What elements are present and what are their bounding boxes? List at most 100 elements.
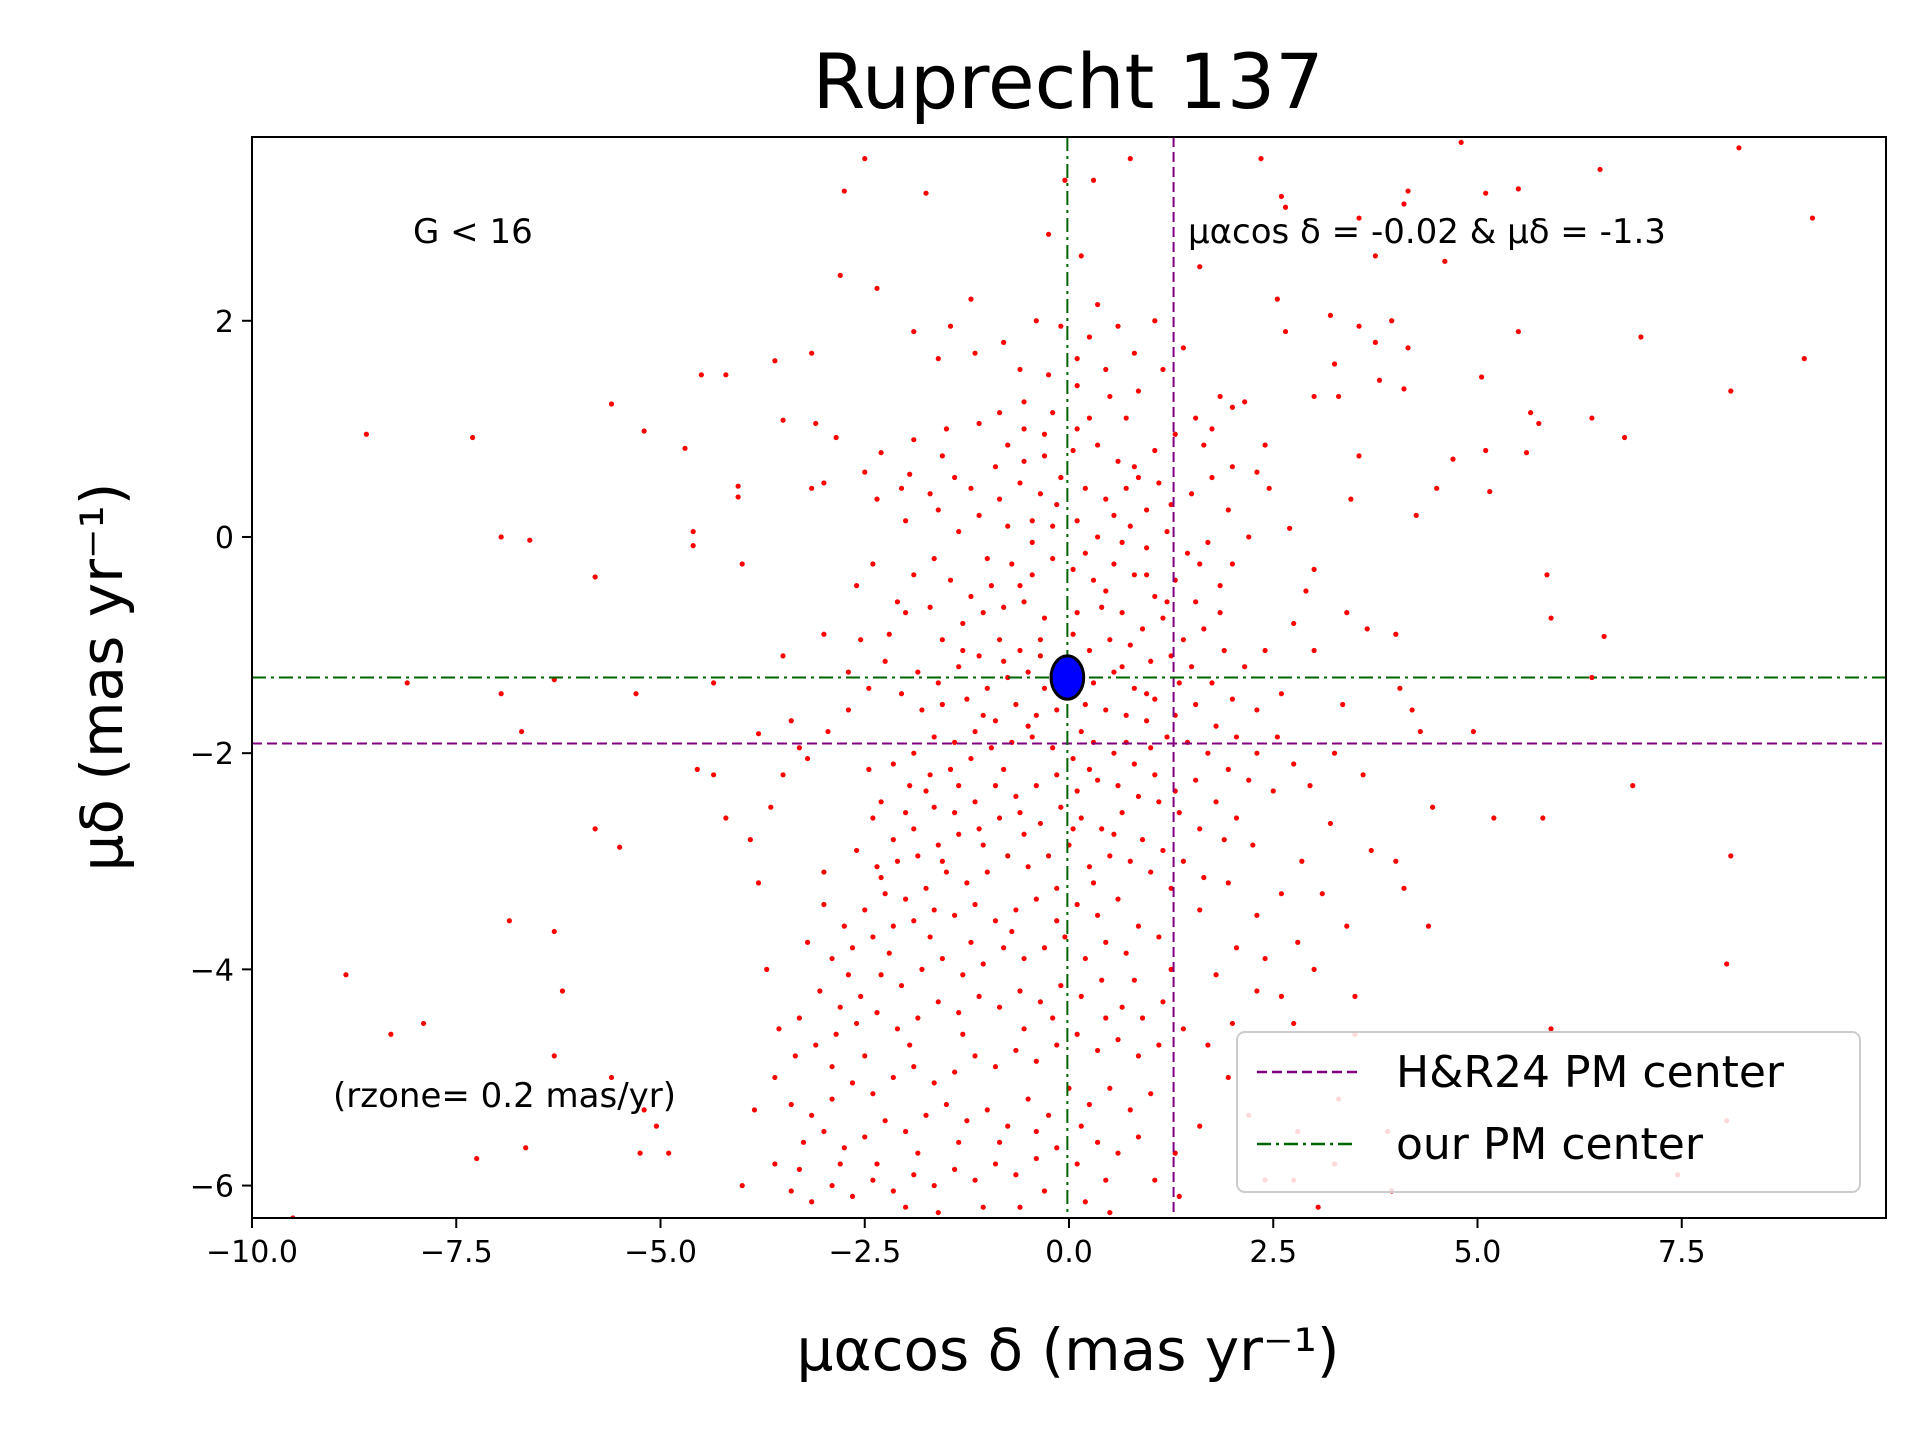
legend: H&R24 PM center our PM center <box>1236 1031 1861 1193</box>
data-point <box>498 691 504 697</box>
data-point <box>837 1004 843 1010</box>
data-point <box>1233 815 1240 821</box>
data-point <box>841 923 847 929</box>
data-point <box>943 426 950 432</box>
x-tick-label: 0.0 <box>1045 1235 1093 1270</box>
data-point <box>1082 1199 1088 1205</box>
data-point <box>1017 810 1023 816</box>
data-point <box>1135 923 1142 929</box>
data-point <box>862 1053 868 1059</box>
data-point <box>1099 604 1105 610</box>
data-point <box>1148 1091 1154 1097</box>
data-point <box>923 788 929 794</box>
data-point <box>1144 572 1150 578</box>
data-point <box>825 728 831 735</box>
data-point <box>1176 1193 1182 1199</box>
data-point <box>1221 837 1227 843</box>
data-point <box>870 561 876 567</box>
data-point <box>1099 977 1105 983</box>
data-point <box>1160 999 1166 1005</box>
data-point <box>992 783 999 789</box>
data-point <box>870 934 876 940</box>
data-point <box>976 653 982 659</box>
data-point <box>1025 723 1031 729</box>
data-point <box>952 1069 958 1075</box>
data-point <box>829 955 835 962</box>
x-tick-label: −5.0 <box>624 1235 697 1270</box>
data-point <box>919 966 925 972</box>
data-point <box>1213 723 1219 729</box>
data-point <box>853 583 860 589</box>
data-point <box>1074 901 1080 908</box>
data-point <box>1070 755 1076 762</box>
data-point <box>1233 945 1240 951</box>
data-point <box>907 471 913 477</box>
data-point <box>837 1161 843 1167</box>
data-point <box>1058 323 1064 329</box>
data-point <box>813 420 819 427</box>
data-point <box>780 653 786 659</box>
data-point <box>1160 615 1166 621</box>
data-point <box>1119 610 1125 616</box>
data-point <box>1054 707 1060 713</box>
data-point <box>788 1188 794 1194</box>
data-point <box>1450 456 1456 462</box>
data-point <box>1434 485 1440 491</box>
data-point <box>992 718 999 724</box>
data-point <box>833 1031 839 1037</box>
data-point <box>1144 545 1150 551</box>
data-point <box>1152 593 1158 600</box>
data-point <box>1401 201 1407 207</box>
selection-zone <box>1049 654 1086 701</box>
data-point <box>968 939 974 945</box>
data-point <box>809 350 815 356</box>
data-point <box>641 1107 647 1113</box>
data-point <box>690 528 696 535</box>
data-point <box>666 1150 672 1156</box>
magnitude-cut-label: G < 16 <box>413 212 533 252</box>
data-point <box>1429 804 1436 810</box>
data-point <box>1021 426 1027 432</box>
data-point <box>1278 891 1285 897</box>
data-point <box>796 745 802 751</box>
data-point <box>1262 647 1268 654</box>
data-point <box>956 664 962 670</box>
data-point <box>911 1172 917 1178</box>
data-point <box>1368 847 1374 854</box>
data-point <box>874 496 880 502</box>
data-point <box>764 966 770 972</box>
data-point <box>1041 945 1048 951</box>
data-point <box>1107 393 1113 400</box>
data-point <box>927 491 933 497</box>
data-point <box>935 842 941 848</box>
data-point <box>1127 1107 1133 1113</box>
data-point <box>1013 701 1019 708</box>
data-point <box>849 1193 856 1199</box>
data-point <box>903 896 909 902</box>
data-point <box>1086 864 1093 870</box>
data-point <box>1033 1128 1039 1135</box>
data-point <box>1070 631 1076 637</box>
data-point <box>1340 701 1346 708</box>
data-point <box>996 410 1003 416</box>
data-point <box>845 972 852 978</box>
data-point <box>960 647 966 654</box>
data-point <box>829 1064 835 1070</box>
data-point <box>972 799 978 805</box>
data-point <box>960 620 966 627</box>
data-point <box>1123 712 1129 718</box>
data-point <box>1086 1101 1093 1108</box>
data-point <box>968 593 974 600</box>
data-point <box>1188 491 1195 497</box>
data-point <box>1037 637 1044 643</box>
data-point <box>1131 350 1137 356</box>
data-point <box>1074 1161 1080 1167</box>
data-point <box>1131 572 1137 578</box>
data-point <box>1013 793 1019 800</box>
data-point <box>952 912 958 918</box>
data-point <box>498 534 504 540</box>
data-point <box>1242 664 1248 670</box>
data-point <box>1221 647 1227 654</box>
data-point <box>1119 810 1125 816</box>
data-point <box>1417 728 1423 735</box>
